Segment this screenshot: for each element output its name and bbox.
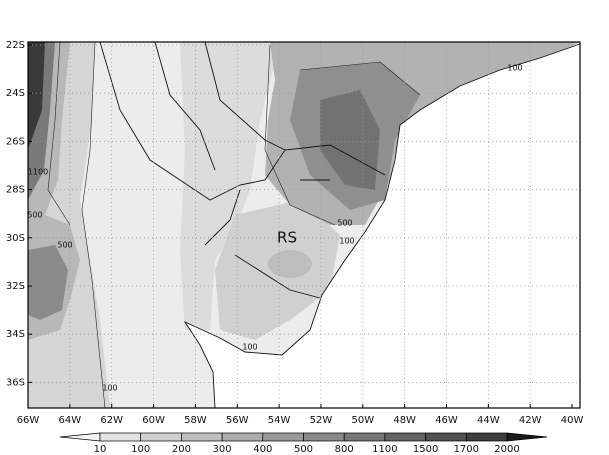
colorbar-box bbox=[99, 432, 142, 442]
grid bbox=[28, 42, 580, 408]
colorbar-label: 10 bbox=[94, 444, 107, 455]
contour-label: 500 bbox=[57, 241, 72, 250]
border-line bbox=[99, 41, 386, 299]
lon-label: 64W bbox=[59, 415, 82, 426]
colorbar-label: 500 bbox=[294, 444, 313, 455]
lon-label: 60W bbox=[142, 415, 165, 426]
lon-label: 66W bbox=[17, 415, 40, 426]
colorbar-box bbox=[465, 432, 508, 442]
colorbar-label: 300 bbox=[213, 444, 232, 455]
lon-label: 62W bbox=[100, 415, 123, 426]
lon-label: 52W bbox=[310, 415, 333, 426]
lon-label: 48W bbox=[393, 415, 416, 426]
colorbar-label: 200 bbox=[172, 444, 191, 455]
lon-label: 40W bbox=[561, 415, 584, 426]
contour-fill bbox=[28, 42, 45, 150]
lat-label: 26S bbox=[6, 136, 25, 147]
contour-label: 100 bbox=[339, 237, 354, 246]
contour-line bbox=[47, 41, 421, 409]
colorbar-box bbox=[181, 432, 223, 442]
lon-label: 50W bbox=[351, 415, 374, 426]
colorbar-box bbox=[384, 432, 426, 442]
contour-fill bbox=[268, 250, 312, 278]
colorbar-box bbox=[343, 432, 386, 442]
lon-label: 46W bbox=[435, 415, 458, 426]
lat-label: 30S bbox=[6, 233, 25, 244]
colorbar-box bbox=[221, 432, 264, 442]
lat-label: 36S bbox=[6, 377, 25, 388]
colorbar-label: 800 bbox=[335, 444, 354, 455]
colorbar-label: 1700 bbox=[454, 444, 479, 455]
lat-label: 24S bbox=[6, 88, 25, 99]
contour-label: 100 bbox=[102, 384, 117, 393]
lat-label: 28S bbox=[6, 185, 25, 196]
lat-label: 22S bbox=[6, 40, 25, 51]
lon-label: 42W bbox=[519, 415, 542, 426]
lat-label: 34S bbox=[6, 329, 25, 340]
colorbar-box bbox=[262, 432, 304, 442]
colorbar-box bbox=[425, 432, 467, 442]
ocean bbox=[185, 42, 580, 408]
map: RS 100 100 100 100 500 500 500 1100 bbox=[27, 41, 581, 409]
contour-label: 100 bbox=[507, 64, 522, 73]
contour-fill bbox=[28, 245, 68, 320]
contour-fill bbox=[320, 90, 380, 190]
colorbar-box bbox=[303, 432, 345, 442]
colorbar: 10 100 200 300 400 500 800 1100 1500 1700 2000 bbox=[59, 432, 548, 455]
colorbar-label: 400 bbox=[253, 444, 272, 455]
lon-label: 56W bbox=[226, 415, 249, 426]
lon-label: 54W bbox=[268, 415, 291, 426]
contour-label: 1100 bbox=[28, 168, 48, 177]
contour-label: 100 bbox=[242, 343, 257, 352]
colorbar-label: 100 bbox=[131, 444, 150, 455]
colorbar-label: 1100 bbox=[372, 444, 397, 455]
lon-label: 44W bbox=[477, 415, 500, 426]
contour-fill bbox=[180, 42, 280, 330]
colorbar-box bbox=[140, 432, 182, 442]
lat-label: 32S bbox=[6, 281, 25, 292]
lon-label: 58W bbox=[184, 415, 207, 426]
contour-label: 500 bbox=[27, 211, 42, 220]
contour-label: 500 bbox=[337, 219, 352, 228]
colorbar-arrow bbox=[59, 432, 101, 442]
colorbar-label: 2000 bbox=[494, 444, 519, 455]
coastline bbox=[183, 43, 581, 409]
map-frame bbox=[27, 41, 581, 409]
colorbar-label: 1500 bbox=[413, 444, 438, 455]
colorbar-arrow bbox=[506, 432, 548, 442]
region-label: RS bbox=[277, 229, 297, 247]
